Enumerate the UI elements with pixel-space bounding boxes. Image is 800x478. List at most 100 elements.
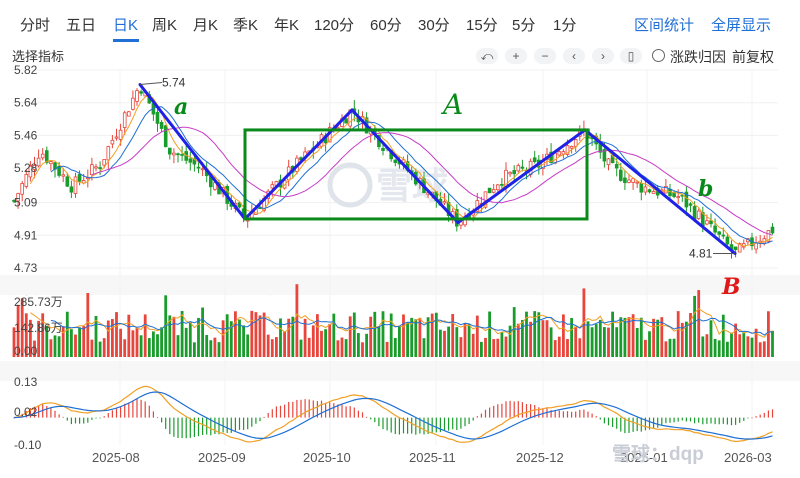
ma5-line	[29, 94, 773, 247]
volume-bar	[225, 314, 229, 357]
volume-bar	[430, 313, 434, 357]
tab-9[interactable]: 30分	[418, 17, 450, 34]
candle-body	[594, 135, 598, 145]
tab-5[interactable]: 季K	[233, 17, 259, 34]
undo-icon[interactable]: ⤺	[476, 48, 498, 64]
macd-bar	[378, 417, 380, 427]
macd-bar	[107, 413, 109, 418]
macd-bar	[152, 411, 154, 418]
candle-body	[573, 139, 578, 147]
candle-body	[655, 187, 660, 196]
volume-bar	[590, 327, 594, 357]
candle-body	[237, 202, 242, 208]
volume-bar	[734, 323, 737, 357]
candle-body	[668, 188, 672, 197]
macd-bar	[427, 417, 429, 434]
volume-bar	[742, 332, 746, 357]
close-macd-icon[interactable]: ×	[766, 365, 780, 379]
tab-10[interactable]: 15分	[466, 17, 498, 34]
volume-bar	[648, 331, 651, 357]
macd-bar	[70, 417, 72, 425]
zoom-in-icon[interactable]: +	[505, 48, 527, 64]
zoom-out-icon[interactable]: −	[534, 48, 556, 64]
pct-attribution-radio[interactable]	[652, 49, 665, 62]
active-tab-underline	[113, 39, 139, 42]
tab-4[interactable]: 月K	[193, 17, 219, 34]
candle-body	[233, 202, 238, 210]
tab-2[interactable]: 日K	[113, 17, 139, 34]
volume-ma10-line	[50, 316, 773, 336]
volume-bar	[533, 311, 537, 357]
candle-body	[758, 240, 762, 244]
volume-bar	[422, 338, 426, 357]
forward-adjust-select[interactable]: 前复权	[732, 49, 774, 65]
candle-icon[interactable]: ▯	[620, 48, 642, 64]
volume-bar	[324, 329, 327, 357]
tab-12[interactable]: 1分	[553, 17, 577, 34]
volume-bar	[402, 314, 405, 357]
volume-bar	[328, 323, 332, 357]
volume-bar	[541, 320, 545, 357]
macd-bar	[534, 405, 536, 418]
tab-8[interactable]: 60分	[370, 17, 402, 34]
macd-bar	[136, 398, 138, 418]
volume-bar	[184, 327, 188, 357]
volume-bar	[180, 311, 184, 357]
volume-bar	[398, 326, 401, 357]
prev-icon[interactable]: ‹	[563, 48, 585, 64]
macd-bar	[521, 402, 523, 418]
volume-bar	[221, 320, 225, 357]
macd-bar	[456, 417, 458, 430]
volume-bar	[389, 313, 393, 357]
tab-11[interactable]: 5分	[512, 17, 536, 34]
tab-6[interactable]: 年K	[274, 17, 300, 34]
volume-bar	[705, 334, 709, 357]
macd-bar	[128, 402, 130, 418]
range-stats-link[interactable]: 区间统计	[634, 17, 695, 34]
macd-bar	[657, 417, 659, 428]
candle-body	[569, 146, 574, 149]
candle-body	[725, 236, 730, 245]
candle-body	[426, 192, 430, 195]
volume-bar	[316, 314, 319, 357]
volume-bar	[250, 310, 254, 357]
volume-bar	[123, 339, 127, 357]
macd-bar	[513, 401, 515, 418]
candle-body	[483, 191, 488, 208]
volume-bar	[238, 319, 241, 357]
tab-7[interactable]: 120分	[314, 17, 355, 34]
volume-bar	[619, 317, 623, 357]
candle-body	[619, 169, 623, 181]
macd-bar	[489, 407, 491, 418]
macd-bar	[62, 416, 64, 418]
volume-bar	[283, 331, 286, 357]
macd-bar	[197, 417, 200, 437]
tab-3[interactable]: 周K	[152, 17, 178, 34]
volume-bar	[242, 325, 245, 357]
candle-body	[295, 157, 299, 172]
candle-body	[405, 161, 410, 171]
candle-body	[360, 116, 365, 121]
volume-bar	[410, 317, 414, 357]
next-icon[interactable]: ›	[592, 48, 614, 64]
volume-ma5: MA5:61.04万手	[108, 282, 198, 297]
indicator-select[interactable]: 选择指标	[12, 49, 65, 64]
macd-bar	[169, 417, 171, 435]
close-volume-icon[interactable]: ×	[766, 279, 780, 293]
volume-bar	[521, 320, 524, 357]
volume-bar	[303, 318, 307, 357]
macd-bar	[255, 417, 257, 424]
consolidation-box	[243, 128, 589, 221]
volume-bar	[275, 337, 278, 357]
tab-1[interactable]: 五日	[66, 17, 97, 34]
tab-0[interactable]: 分时	[20, 17, 51, 34]
volume-bar	[176, 335, 180, 357]
fullscreen-link[interactable]: 全屏显示	[711, 17, 772, 34]
macd-bar	[484, 409, 487, 418]
candle-body	[32, 164, 37, 170]
candle-body	[418, 178, 422, 183]
macd-bar	[177, 417, 179, 438]
candle-body	[86, 176, 90, 180]
volume-bar	[70, 329, 73, 357]
